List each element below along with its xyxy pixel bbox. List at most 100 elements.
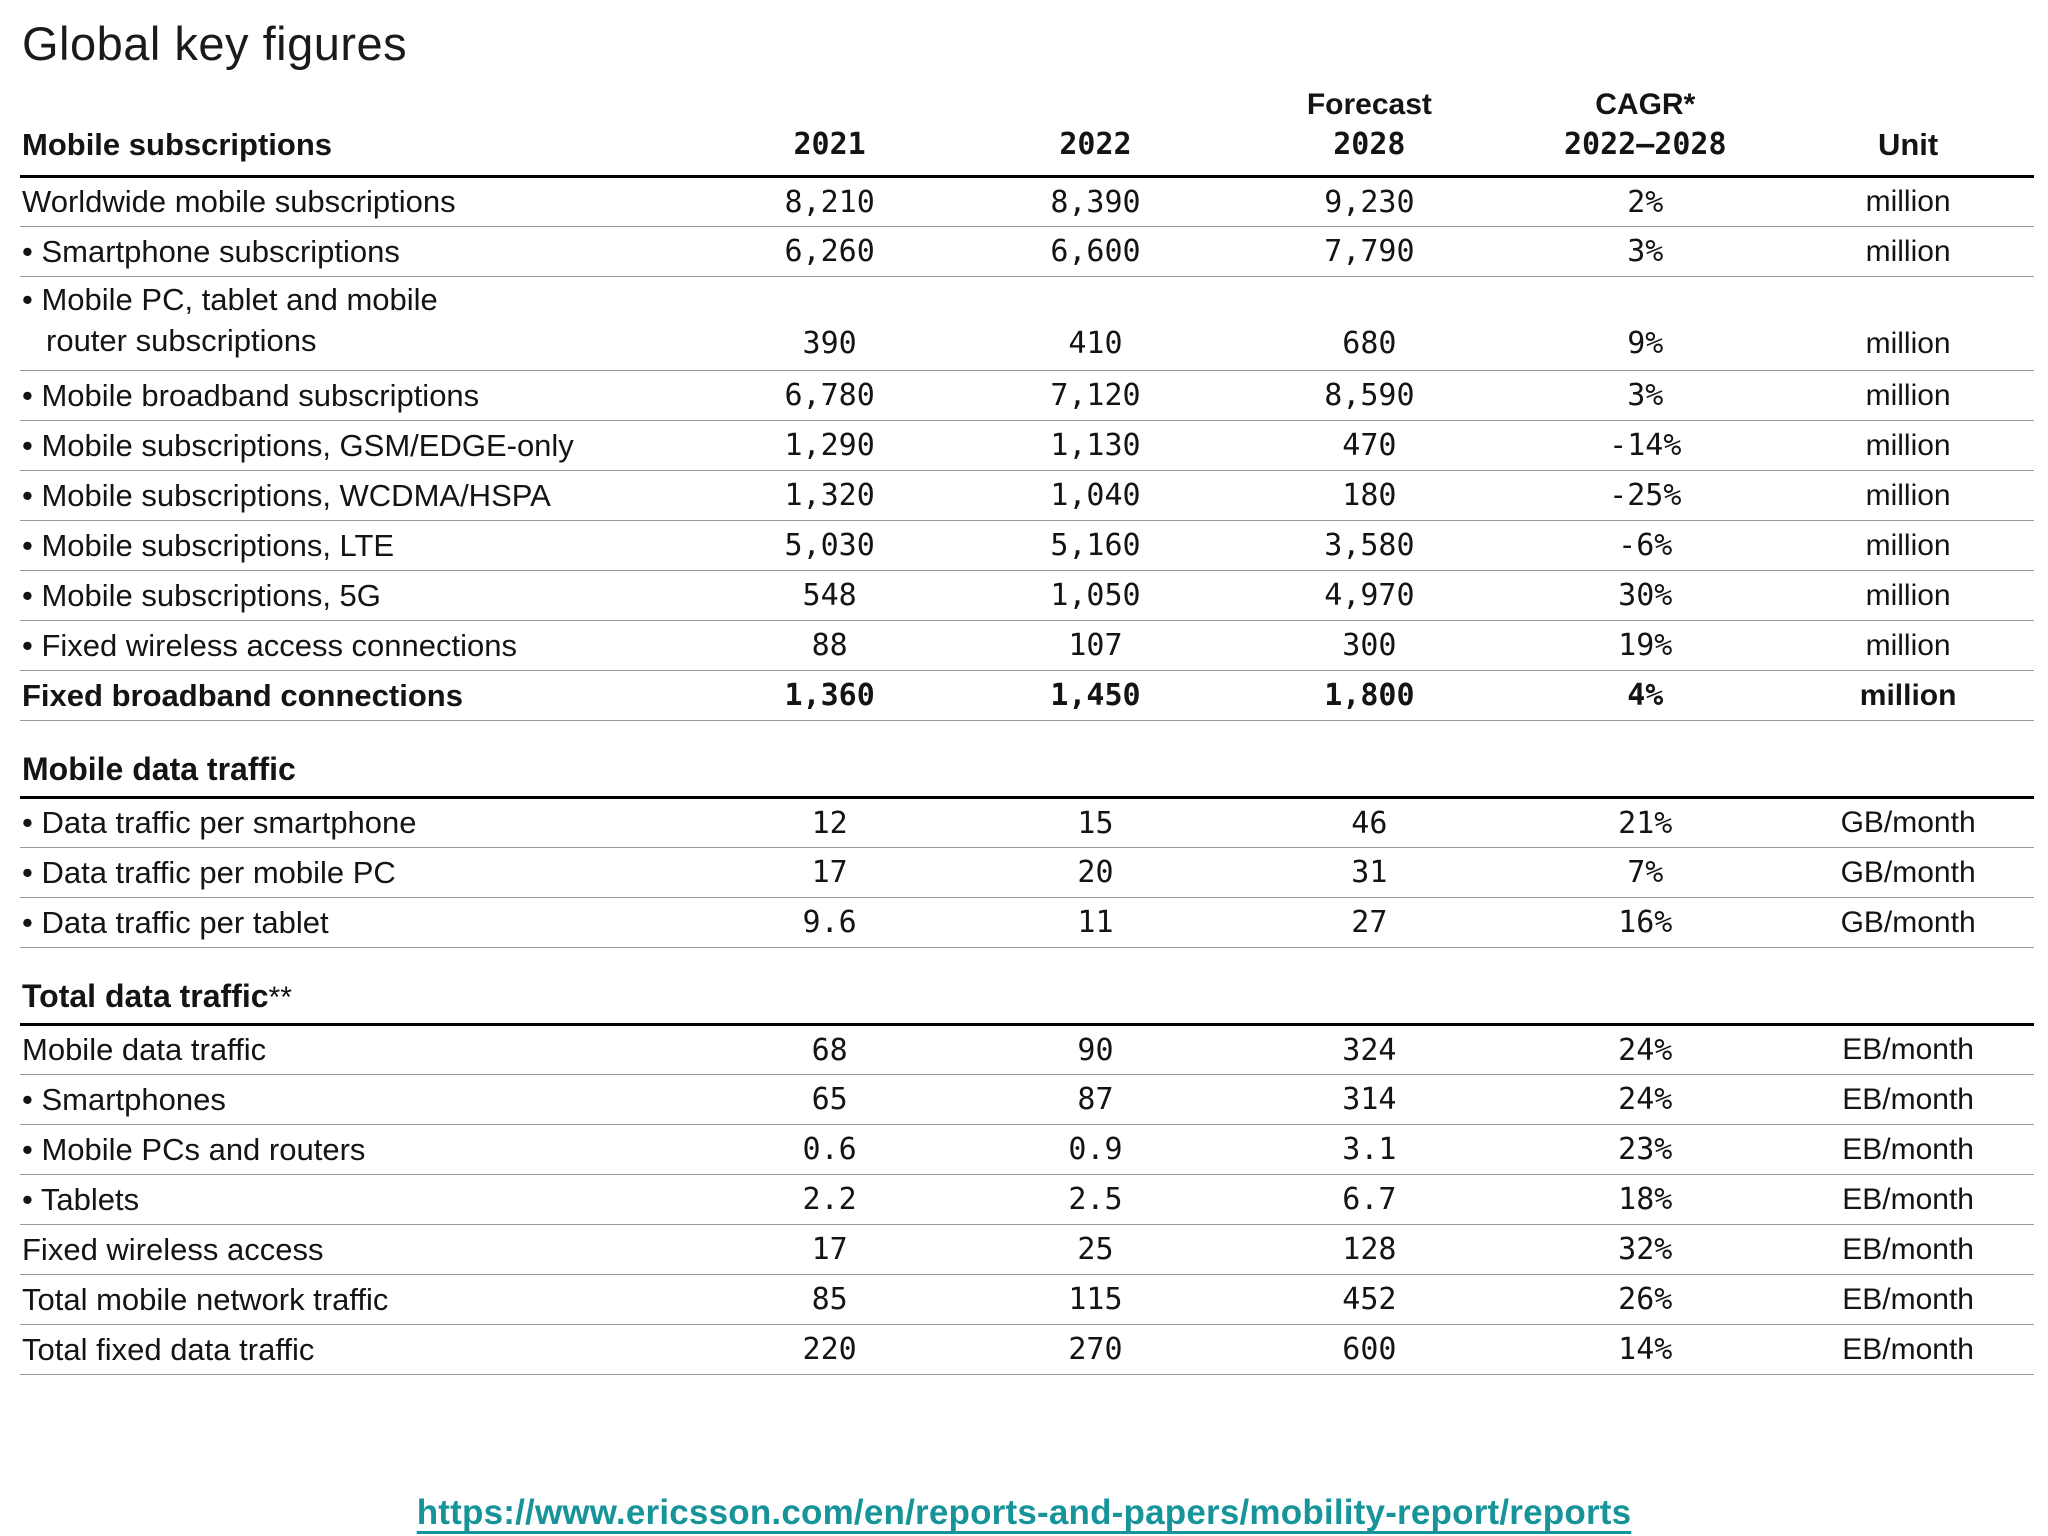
value-cell: 470 — [1230, 420, 1509, 471]
value-cell: 1,290 — [698, 420, 961, 471]
row-label: • Data traffic per tablet — [20, 897, 699, 948]
row-label: • Data traffic per smartphone — [20, 797, 699, 848]
unit-cell: million — [1782, 620, 2034, 671]
column-header-cagr-2022-2028: CAGR* 2022–2028 — [1508, 85, 1783, 178]
unit-cell: million — [1782, 370, 2034, 421]
section-header-footnote-marker: ** — [268, 981, 292, 1014]
value-cell: 1,800 — [1230, 670, 1509, 721]
section-header: Total data traffic** — [20, 947, 2034, 1026]
value-cell: 21% — [1508, 797, 1783, 848]
row-label: • Tablets — [20, 1174, 699, 1225]
unit-cell: EB/month — [1782, 1224, 2034, 1275]
table-row: • Smartphones 65 87 314 24% EB/month — [20, 1074, 2034, 1125]
value-cell: 410 — [960, 276, 1231, 371]
column-header-2022: 2022 — [960, 85, 1231, 178]
row-label: Total fixed data traffic — [20, 1324, 699, 1375]
column-header-forecast-2028: Forecast 2028 — [1230, 85, 1509, 178]
value-cell: 25 — [960, 1224, 1231, 1275]
unit-cell: GB/month — [1782, 897, 2034, 948]
value-cell: 17 — [698, 847, 961, 898]
section-header-label: Total data traffic — [22, 978, 269, 1014]
unit-cell: EB/month — [1782, 1174, 2034, 1225]
column-header-unit: Unit — [1782, 85, 2034, 178]
column-header-label: Mobile subscriptions — [22, 127, 333, 162]
value-cell: 24% — [1508, 1024, 1783, 1075]
value-cell: 9,230 — [1230, 176, 1509, 227]
unit-cell: million — [1782, 420, 2034, 471]
column-header-2021: 2021 — [698, 85, 961, 178]
page-title: Global key figures — [22, 17, 408, 70]
unit-cell: GB/month — [1782, 797, 2034, 848]
value-cell: 90 — [960, 1024, 1231, 1075]
row-label: Fixed broadband connections — [20, 670, 699, 721]
value-cell: 87 — [960, 1074, 1231, 1125]
table-row: • Mobile subscriptions, 5G 548 1,050 4,970 3… — [20, 570, 2034, 621]
row-label: • Mobile subscriptions, LTE — [20, 520, 699, 571]
value-cell: 0.9 — [960, 1124, 1231, 1175]
value-cell: 85 — [698, 1274, 961, 1325]
value-cell: 65 — [698, 1074, 961, 1125]
value-cell: 4,970 — [1230, 570, 1509, 621]
table-row: Fixed broadband connections 1,360 1,450 1,8… — [20, 670, 2034, 721]
value-cell: 8,590 — [1230, 370, 1509, 421]
row-label: • Mobile PC, tablet and mobile router sub… — [20, 276, 699, 371]
value-cell: 3.1 — [1230, 1124, 1509, 1175]
unit-cell: million — [1782, 520, 2034, 571]
value-cell: 12 — [698, 797, 961, 848]
value-cell: 4% — [1508, 670, 1783, 721]
key-figures-table: Mobile subscriptions 2021 2022 Forecast … — [20, 85, 2034, 1375]
value-cell: 6.7 — [1230, 1174, 1509, 1225]
row-label: • Mobile PCs and routers — [20, 1124, 699, 1175]
value-cell: -25% — [1508, 470, 1783, 521]
table-row: • Mobile subscriptions, LTE 5,030 5,160 3,5… — [20, 520, 2034, 571]
unit-cell: EB/month — [1782, 1274, 2034, 1325]
value-cell: 9% — [1508, 276, 1783, 371]
value-cell: 17 — [698, 1224, 961, 1275]
table-row: • Fixed wireless access connections 88 107… — [20, 620, 2034, 671]
table-row: Total fixed data traffic 220 270 600 14% EB/m… — [20, 1324, 2034, 1375]
value-cell: 16% — [1508, 897, 1783, 948]
row-label: Total mobile network traffic — [20, 1274, 699, 1325]
table-row: • Smartphone subscriptions 6,260 6,600 7,79… — [20, 226, 2034, 277]
value-cell: 314 — [1230, 1074, 1509, 1125]
table-header-row: Mobile subscriptions 2021 2022 Forecast … — [20, 85, 2034, 178]
value-cell: 88 — [698, 620, 961, 671]
column-header-mobile-subscriptions: Mobile subscriptions — [20, 85, 699, 178]
value-cell: 300 — [1230, 620, 1509, 671]
table-row: • Data traffic per tablet 9.6 11 27 16% GB/mo… — [20, 897, 2034, 948]
table-row: • Mobile subscriptions, GSM/EDGE-only 1,2… — [20, 420, 2034, 471]
table-row: • Data traffic per smartphone 12 15 46 21% GB… — [20, 797, 2034, 848]
table-row: • Mobile PCs and routers 0.6 0.9 3.1 23% EB/m… — [20, 1124, 2034, 1175]
row-label: • Data traffic per mobile PC — [20, 847, 699, 898]
section-header: Mobile data traffic — [20, 720, 2034, 799]
value-cell: 8,390 — [960, 176, 1231, 227]
unit-cell: GB/month — [1782, 847, 2034, 898]
value-cell: 6,780 — [698, 370, 961, 421]
unit-cell: EB/month — [1782, 1124, 2034, 1175]
value-cell: 9.6 — [698, 897, 961, 948]
value-cell: 2.5 — [960, 1174, 1231, 1225]
row-label: • Fixed wireless access connections — [20, 620, 699, 671]
mobility-report-link[interactable]: https://www.ericsson.com/en/reports-and-… — [416, 1493, 1632, 1532]
value-cell: 7,790 — [1230, 226, 1509, 277]
table-row: Fixed wireless access 17 25 128 32% EB/month — [20, 1224, 2034, 1275]
unit-cell: million — [1782, 470, 2034, 521]
value-cell: 220 — [698, 1324, 961, 1375]
table-row: • Data traffic per mobile PC 17 20 31 7% GB/m… — [20, 847, 2034, 898]
value-cell: 3% — [1508, 370, 1783, 421]
value-cell: 20 — [960, 847, 1231, 898]
row-label: • Mobile subscriptions, 5G — [20, 570, 699, 621]
value-cell: 46 — [1230, 797, 1509, 848]
value-cell: 115 — [960, 1274, 1231, 1325]
unit-cell: million — [1782, 226, 2034, 277]
value-cell: 27 — [1230, 897, 1509, 948]
value-cell: 14% — [1508, 1324, 1783, 1375]
value-cell: 6,260 — [698, 226, 961, 277]
value-cell: 19% — [1508, 620, 1783, 671]
value-cell: 3% — [1508, 226, 1783, 277]
value-cell: 18% — [1508, 1174, 1783, 1225]
value-cell: 2% — [1508, 176, 1783, 227]
value-cell: 270 — [960, 1324, 1231, 1375]
row-label: • Smartphones — [20, 1074, 699, 1125]
